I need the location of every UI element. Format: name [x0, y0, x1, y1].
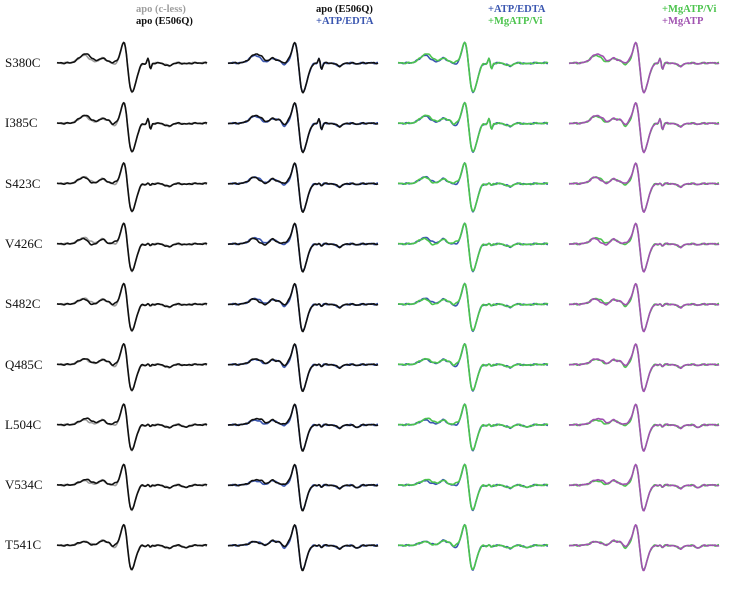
spectra-panel-3	[397, 41, 549, 571]
spectrum-trace	[568, 102, 720, 154]
spectrum-trace	[227, 343, 379, 393]
spectrum-trace	[56, 101, 207, 153]
spectrum-trace	[397, 403, 549, 451]
spectrum-trace	[568, 162, 720, 213]
spectrum-trace	[398, 282, 548, 333]
spectrum-trace	[568, 222, 720, 273]
spectrum-trace	[568, 403, 720, 452]
spectrum-trace	[227, 222, 379, 273]
spectrum-trace	[56, 343, 207, 392]
spectrum-trace	[398, 403, 548, 452]
spectrum-trace	[398, 222, 548, 273]
spectrum-trace	[56, 282, 208, 332]
spectrum-trace	[227, 162, 378, 213]
legend-entry: +MgATP/Vi	[488, 16, 543, 27]
spectrum-trace	[56, 222, 208, 272]
spectrum-trace	[56, 41, 208, 93]
spectrum-trace	[397, 162, 549, 212]
spectrum-trace	[227, 41, 379, 94]
mutant-label: Q485C	[5, 356, 43, 372]
mutant-label: I385C	[5, 115, 38, 131]
legend-panel-4: +MgATP/Vi +MgATP	[662, 4, 716, 28]
spectrum-trace	[56, 102, 208, 153]
spectrum-trace	[397, 222, 549, 272]
mutant-label: S380C	[5, 55, 41, 70]
legend-entry: apo (E506Q)	[316, 4, 373, 15]
spectrum-trace	[56, 222, 207, 273]
spectrum-trace	[56, 282, 207, 333]
spectrum-trace	[397, 102, 549, 153]
mutant-label: V534C	[5, 477, 43, 493]
spectrum-trace	[569, 42, 720, 93]
legend-panel-2: apo (E506Q) +ATP/EDTA	[316, 4, 374, 28]
spectrum-trace	[398, 41, 548, 94]
spectrum-trace	[569, 102, 720, 153]
spectrum-trace	[56, 403, 208, 451]
spectrum-trace	[568, 524, 720, 572]
spectrum-trace	[56, 343, 208, 392]
spectrum-trace	[56, 524, 208, 571]
spectrum-trace	[568, 343, 720, 393]
spectrum-trace	[398, 343, 548, 392]
mutant-label: T541C	[5, 537, 42, 553]
spectrum-trace	[56, 162, 208, 212]
mutant-label: S482C	[5, 296, 41, 312]
legend-entry: +ATP/EDTA	[316, 16, 374, 27]
spectrum-trace	[568, 463, 720, 512]
spectrum-trace	[227, 343, 378, 392]
spectrum-trace	[569, 343, 720, 392]
spectrum-trace	[227, 283, 378, 332]
spectrum-trace	[56, 41, 207, 94]
spectrum-trace	[227, 524, 379, 572]
spectrum-trace	[398, 162, 548, 213]
spectrum-trace	[227, 403, 379, 452]
spectrum-trace	[227, 102, 379, 154]
mutant-label: V426C	[5, 235, 43, 251]
spectrum-trace	[227, 162, 379, 213]
spectrum-trace	[56, 463, 208, 511]
legend-entry: +MgATP	[662, 16, 704, 27]
spectrum-trace	[568, 41, 720, 94]
spectrum-trace	[397, 282, 549, 332]
spectrum-trace	[569, 222, 720, 272]
legend-entry: +ATP/EDTA	[488, 4, 546, 15]
mutant-label: L504C	[5, 416, 42, 432]
spectrum-trace	[569, 162, 720, 213]
spectrum-trace	[397, 463, 549, 511]
spectra-panel-2	[227, 41, 379, 572]
mutant-label: S423C	[5, 175, 41, 191]
spectrum-trace	[227, 223, 378, 272]
legend-panel-3: +ATP/EDTA +MgATP/Vi	[488, 4, 546, 28]
legend-entry: apo (c-less)	[136, 4, 186, 15]
legend-panel-1: apo (c-less) apo (E506Q)	[136, 4, 193, 28]
spectrum-trace	[397, 343, 549, 391]
spectrum-trace	[227, 463, 379, 512]
spectrum-trace	[569, 283, 720, 332]
spectrum-trace	[398, 101, 548, 153]
legend-entry: apo (E506Q)	[136, 16, 193, 27]
legend-entry: +MgATP/Vi	[662, 4, 717, 15]
spectra-panel-4	[568, 41, 720, 572]
spectrum-trace	[227, 102, 378, 153]
spectrum-trace	[227, 42, 378, 93]
spectrum-trace	[227, 282, 379, 333]
spectrum-trace	[568, 282, 720, 333]
spectrum-trace	[397, 41, 549, 93]
spectrum-trace	[56, 162, 207, 213]
spectrum-trace	[397, 524, 549, 571]
spectra-panel-1	[56, 41, 208, 571]
